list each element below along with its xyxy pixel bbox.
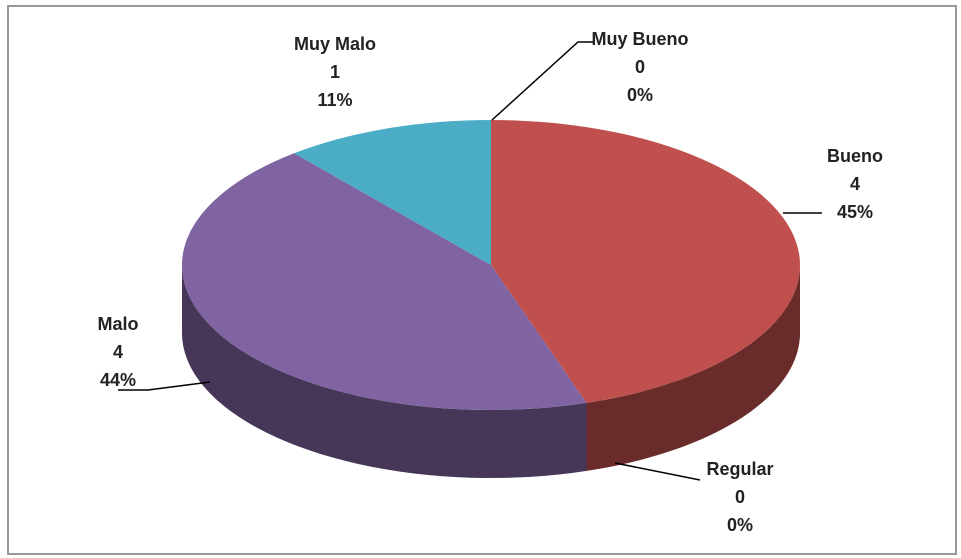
slice-side-shade <box>182 265 587 478</box>
slice-side <box>182 265 587 478</box>
label-count: 4 <box>850 174 860 194</box>
leader-line <box>118 381 211 391</box>
slice <box>181 153 587 411</box>
label-name: Regular <box>706 459 773 479</box>
leader-line <box>491 41 594 121</box>
slice <box>294 120 491 265</box>
label-count: 4 <box>113 342 123 362</box>
label-name: Muy Bueno <box>592 29 689 49</box>
label-count: 0 <box>635 57 645 77</box>
label-percent: 0% <box>727 515 753 535</box>
label-name: Muy Malo <box>294 34 376 54</box>
label-name: Bueno <box>827 146 883 166</box>
label-count: 0 <box>735 487 745 507</box>
label-percent: 11% <box>317 90 352 110</box>
slice-side <box>586 265 800 471</box>
label-name: Malo <box>97 314 138 334</box>
label-percent: 44% <box>100 370 136 390</box>
slice <box>491 120 800 403</box>
slice-side-shade <box>586 265 800 471</box>
label-count: 1 <box>330 62 340 82</box>
label-percent: 0% <box>627 85 653 105</box>
leader-line <box>614 462 701 481</box>
label-percent: 45% <box>837 202 873 222</box>
